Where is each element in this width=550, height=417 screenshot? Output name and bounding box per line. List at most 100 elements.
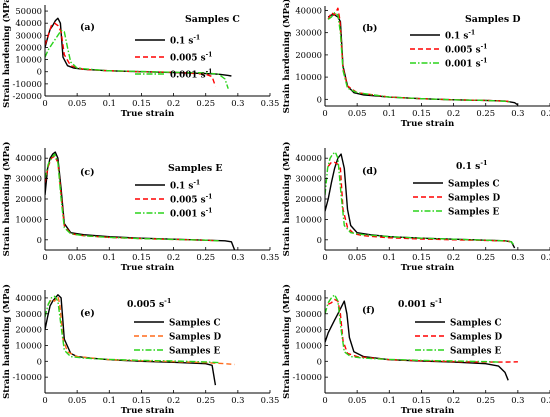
y-tick-label: 0 [317,235,322,245]
y-tick-label: 20000 [295,194,322,204]
y-tick-label: 30000 [15,309,42,319]
series-line-2 [45,295,219,364]
y-tick-label: 0 [317,356,322,366]
y-tick-label: 0 [37,235,42,245]
x-tick-label: 0.2 [167,395,180,405]
legend-entry-0: Samples C [450,319,501,329]
legend: Samples C Samples D Samples E [134,319,221,357]
y-tick-label: 40000 [15,153,42,163]
x-tick-label: 0.1 [103,252,116,262]
y-axis-label: Strain hardening (MPa) [1,284,12,399]
y-tick-label: 20000 [295,325,322,335]
panel-header: 0.005 s-1 [127,297,171,310]
legend-entry-sup: -1 [193,180,200,187]
y-tick-label: 20000 [295,50,322,60]
x-tick-label: 0.25 [476,395,495,405]
legend-entry-1: Samples D [448,194,500,204]
legend-entry-text: 0.005 s [170,196,206,206]
y-axis-label: Strain hardening (MPa) [281,284,292,399]
legend-entry-text: 0.005 s [445,46,481,56]
x-tick-label: 0.2 [447,252,460,262]
legend-entry-text: 0.001 s [445,60,481,70]
legend-entry-0: Samples C [448,180,499,190]
y-tick-label: 40000 [295,293,322,303]
x-tick-label: 0.3 [511,108,524,118]
x-axis-label: True strain [401,119,455,129]
panel-label: (c) [80,167,95,178]
legend-entry-sup: -1 [468,30,475,37]
legend-entry-text: 0.1 s [170,182,193,192]
panel-header-text: Samples D [465,14,521,25]
x-tick-label: 0.25 [196,252,215,262]
panel-label: (e) [80,308,95,319]
y-tick-label: 50000 [15,6,42,16]
panel-header-text: 0.1 s [456,161,480,172]
panel-header-sup: -1 [164,297,171,305]
y-tick-label: 0 [317,94,322,104]
x-tick-label: 0.15 [412,395,431,405]
x-tick-label: 0.3 [511,395,524,405]
legend-entry-2: Samples E [450,347,501,357]
panel-header-text: 0.001 s [398,299,435,310]
x-tick-label: 0.3 [231,395,244,405]
y-tick-label: 10000 [15,214,42,224]
legend-entry-sup: -1 [206,69,213,76]
y-tick-label: 40000 [295,5,322,15]
legend-entry-text: Samples E [448,208,499,218]
legend-entry-2: Samples E [169,347,220,357]
legend-entry-sup: -1 [481,44,488,51]
y-tick-label: 30000 [295,28,322,38]
panel-header-sup: -1 [480,159,487,167]
series-line-2 [325,294,499,363]
y-axis-label: Strain hardening (MPa) [281,0,292,113]
chart-panel-f: 0 0.05 0.1 0.15 0.2 0.25 0.3 0.35 -10000 0 10000 20… [281,284,550,416]
x-tick-label: 0 [322,108,327,118]
panel-header-text: Samples E [168,163,223,174]
chart-panel-c: 0 0.05 0.1 0.15 0.2 0.25 0.3 0.35 0 10000 20000 300… [1,142,279,273]
legend-entry-1: 0.005 s-1 [445,44,487,56]
series-line-2 [45,29,229,89]
x-tick-label: 0.15 [132,252,151,262]
x-tick-label: 0.35 [541,252,550,262]
y-tick-label: 40000 [15,293,42,303]
series-line-0 [325,300,509,381]
x-tick-label: 0.1 [103,395,116,405]
x-tick-label: 0.2 [447,108,460,118]
legend-entry-text: Samples D [169,333,221,343]
y-tick-label: 10000 [15,340,42,350]
x-tick-label: 0 [322,252,327,262]
x-axis-label: True strain [121,109,175,119]
x-tick-label: 0 [322,395,327,405]
y-tick-label: 10000 [295,340,322,350]
panel-header-text: Samples C [185,14,240,25]
x-tick-label: 0.25 [196,98,215,108]
legend-entry-1: Samples D [450,333,502,343]
x-tick-label: 0 [42,98,47,108]
x-tick-label: 0.1 [383,108,396,118]
y-tick-label: 30000 [15,174,42,184]
x-tick-label: 0.1 [103,98,116,108]
x-tick-label: 0.35 [541,395,550,405]
legend: Samples C Samples D Samples E [415,319,502,357]
x-tick-label: 0.35 [541,108,550,118]
x-tick-label: 0.3 [511,252,524,262]
x-tick-label: 0.15 [132,98,151,108]
series-line-1 [327,298,518,363]
x-tick-label: 0.35 [261,395,280,405]
x-tick-label: 0.25 [476,252,495,262]
panel-label: (b) [362,23,377,34]
chart-panel-a: 0 0.05 0.1 0.15 0.2 0.25 0.3 0.35-20000-1000001… [1,0,279,119]
legend-entry-text: Samples C [169,319,220,329]
x-tick-label: 0.35 [261,252,280,262]
y-tick-label: -10000 [293,372,322,382]
y-axis-label: Strain hardening (MPa) [1,142,12,257]
panel-header: 0.1 s-1 [456,159,488,172]
y-tick-label: 40000 [15,18,42,28]
chart-panel-b: 0 0.05 0.1 0.15 0.2 0.25 0.3 0.35 0 10000 20000 300… [281,0,550,129]
legend-entry-text: 0.1 s [170,37,193,47]
y-tick-label: 30000 [15,30,42,40]
y-tick-label: 30000 [295,309,322,319]
x-tick-label: 0 [42,395,47,405]
legend-entry-sup: -1 [206,194,213,201]
legend-entry-sup: -1 [193,35,200,42]
